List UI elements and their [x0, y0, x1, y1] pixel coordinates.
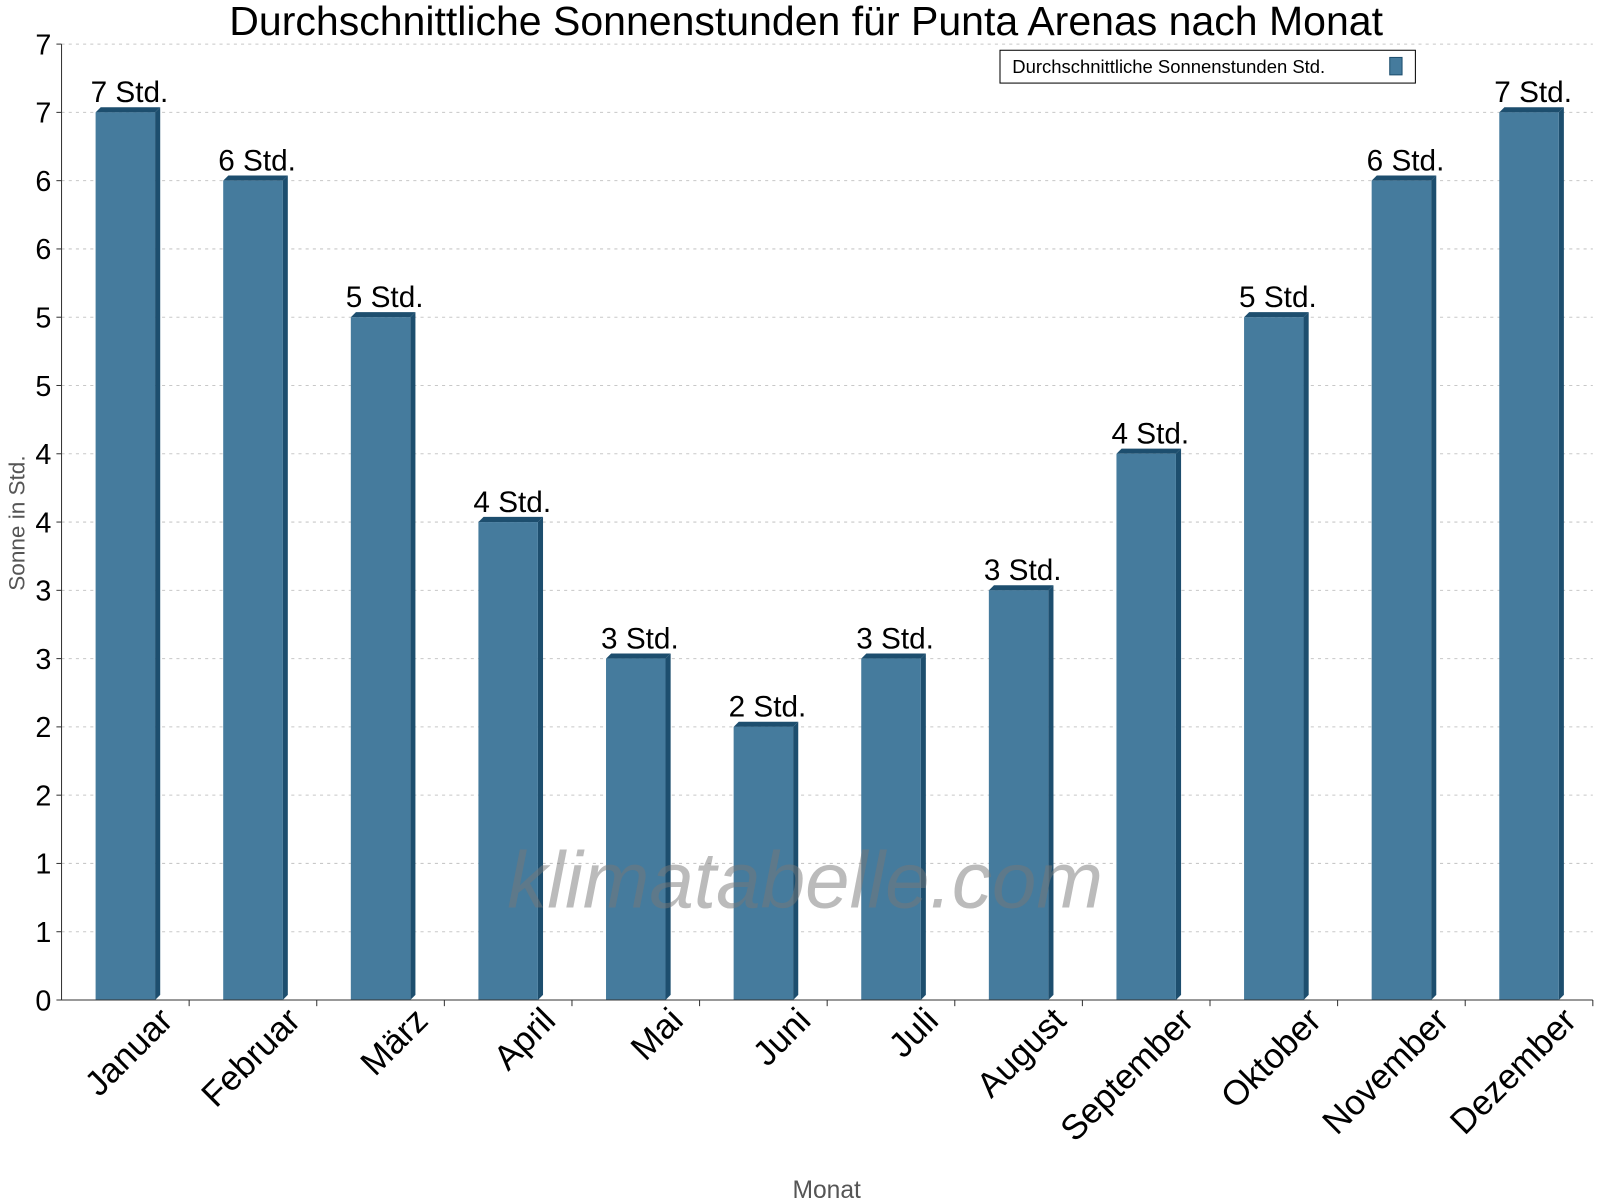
bar-side [1048, 585, 1054, 1000]
bar [350, 317, 411, 1001]
data-label: 6 Std. [1367, 144, 1445, 177]
y-tick-label: 6 [35, 166, 51, 198]
data-label: 6 Std. [218, 144, 296, 177]
y-tick-label: 6 [35, 234, 51, 266]
x-tick-label: März [353, 1001, 435, 1083]
bar-top [988, 585, 1054, 591]
y-tick-label: 1 [35, 849, 51, 881]
bar-top [95, 107, 161, 113]
bar [861, 658, 921, 1000]
bar [223, 180, 283, 1001]
bar-top [733, 721, 799, 727]
bar-side [1175, 448, 1182, 1001]
data-label: 4 Std. [473, 486, 551, 519]
y-tick-label: 0 [35, 985, 51, 1017]
x-tick-label: September [1053, 1000, 1201, 1148]
x-tick-label: August [969, 1000, 1074, 1105]
bar-top [861, 653, 926, 659]
bar-top [606, 653, 671, 659]
bar [1116, 453, 1176, 1000]
bar [1499, 112, 1559, 1000]
x-tick-label: April [486, 1001, 563, 1078]
x-tick-label: Oktober [1213, 1000, 1329, 1116]
watermark: klimatabelle.com [507, 836, 1103, 925]
bar-side [665, 653, 671, 1000]
bar [606, 658, 666, 1000]
x-tick-label: Januar [77, 1000, 180, 1103]
bar [478, 522, 538, 1000]
data-label: 3 Std. [856, 622, 934, 655]
data-label: 7 Std. [91, 76, 169, 109]
x-tick-label: Dezember [1443, 1000, 1585, 1142]
bar-top [1499, 107, 1564, 113]
bar-top [1244, 312, 1309, 318]
bar [1244, 317, 1304, 1001]
legend: Durchschnittliche Sonnenstunden Std. [999, 49, 1416, 84]
data-label: 7 Std. [1494, 76, 1572, 109]
y-tick-label: 7 [35, 98, 51, 130]
bar-side [155, 107, 161, 1000]
bar-side [1558, 107, 1564, 1000]
y-tick-label: 7 [35, 29, 51, 61]
data-label: 5 Std. [346, 281, 424, 314]
bar-side [1431, 175, 1437, 1000]
bar [733, 726, 794, 1000]
y-tick-label: 4 [35, 439, 51, 471]
y-tick-label: 2 [35, 712, 51, 744]
y-tick-label: 3 [35, 576, 51, 608]
x-tick-label: Juli [881, 1001, 946, 1066]
legend-label: Durchschnittliche Sonnenstunden Std. [1012, 56, 1325, 77]
bar-side [282, 175, 288, 1000]
x-tick-label: Februar [194, 1000, 308, 1114]
y-tick-label: 5 [35, 302, 51, 334]
y-tick-label: 3 [35, 644, 51, 676]
bar-side [537, 516, 544, 1000]
legend-swatch [1389, 56, 1403, 76]
bar-side [1303, 312, 1309, 1000]
bar [95, 112, 156, 1000]
bar-top [1116, 448, 1182, 454]
bar-side [793, 721, 799, 1000]
bar-side [410, 312, 416, 1000]
y-tick-label: 1 [35, 917, 51, 949]
data-label: 4 Std. [1111, 418, 1189, 451]
data-label: 5 Std. [1239, 281, 1317, 314]
bar [988, 590, 1049, 1000]
x-tick-label: November [1315, 1000, 1457, 1142]
bar-top [350, 312, 416, 318]
x-tick-label: Juni [745, 1001, 818, 1074]
y-tick-label: 5 [35, 371, 51, 403]
chart-title: Durchschnittliche Sonnenstunden für Punt… [229, 0, 1383, 44]
y-tick-label: 4 [35, 507, 51, 539]
data-label: 2 Std. [729, 691, 807, 724]
y-tick-label: 2 [35, 780, 51, 812]
y-axis-label: Sonne in Std. [5, 455, 30, 590]
data-label: 3 Std. [984, 554, 1062, 587]
x-tick-label: Mai [623, 1001, 690, 1068]
x-axis-label: Monat [792, 1177, 861, 1200]
bar [1371, 180, 1432, 1001]
data-label: 3 Std. [601, 622, 679, 655]
bar-side [920, 653, 926, 1000]
bar-top [478, 516, 544, 523]
bar-top [1371, 175, 1437, 181]
bar-top [223, 175, 288, 181]
